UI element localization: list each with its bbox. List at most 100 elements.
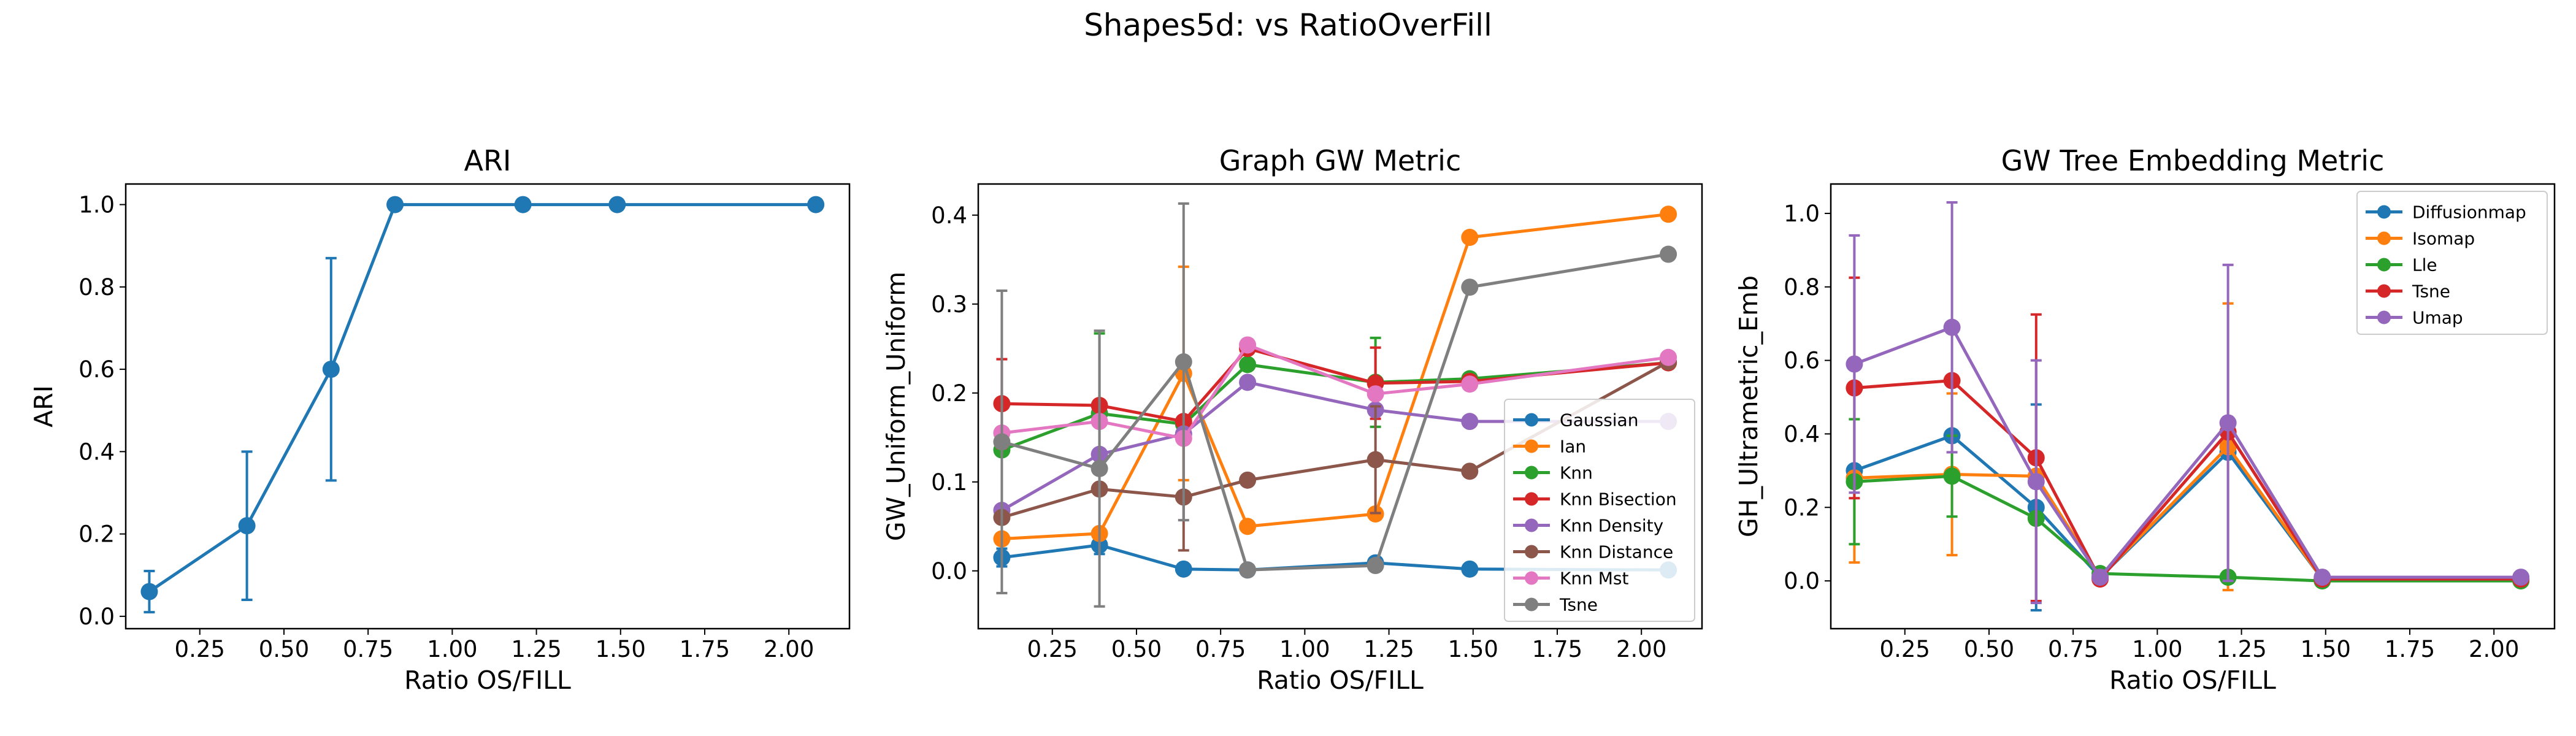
y-axis-label: ARI [29,385,58,427]
y-tick-label: 1.0 [79,192,115,218]
data-point [1091,460,1108,477]
legend: Gaussian Ian Knn Knn Bisection Knn Density Kn… [1504,399,1695,622]
data-point [1461,560,1479,578]
data-point [1175,353,1192,370]
data-point [514,196,532,213]
x-tick-label: 0.75 [343,636,393,662]
legend-label: Knn Bisection [1560,489,1677,510]
y-tick-label: 0.0 [1784,568,1820,594]
legend-item-gaussian: Gaussian [1513,410,1638,431]
legend-item-lle: Lle [2366,255,2437,275]
series-main [140,196,825,614]
legend-marker [2377,205,2391,219]
legend-marker [1525,545,1538,559]
data-point [322,361,340,378]
data-point [238,517,256,535]
y-tick-label: 0.8 [79,274,115,301]
y-axis-label: GW_Uniform_Uniform [881,272,911,541]
data-point [1239,336,1257,354]
legend-label: Umap [2412,308,2463,328]
y-tick-label: 0.0 [79,604,115,630]
legend-label: Knn Density [1560,516,1663,536]
y-tick-label: 0.0 [931,558,967,585]
data-point [2027,473,2045,491]
x-tick-label: 1.50 [596,636,646,662]
data-point [2219,414,2237,432]
x-tick-label: 2.00 [764,636,814,662]
figure-suptitle: Shapes5d: vs RatioOverFill [1084,7,1492,43]
series-lle [1846,418,2530,590]
data-point [1239,356,1257,374]
legend-item-knn-density: Knn Density [1513,516,1663,536]
x-tick-label: 0.50 [259,636,309,662]
data-point [2313,569,2331,586]
data-point [2091,569,2109,586]
y-tick-label: 0.2 [1784,494,1820,521]
legend-item-knn-bisection: Knn Bisection [1513,489,1677,510]
legend-marker [2377,310,2391,324]
legend: Diffusionmap Isomap Lle Tsne Umap [2356,191,2548,335]
data-point [2512,569,2530,586]
legend-item-diffusionmap: Diffusionmap [2366,202,2526,223]
legend-label: Knn Distance [1560,542,1673,562]
legend-item-tsne: Tsne [2366,282,2450,302]
data-point [1461,462,1479,480]
legend-marker [2377,258,2391,272]
x-tick-label: 2.00 [2469,636,2519,662]
data-point [386,196,404,213]
chart-title: GW Tree Embedding Metric [2001,144,2385,177]
plot-frame [977,183,1703,630]
data-point [1239,518,1257,535]
legend-marker [1525,518,1538,532]
legend-marker [1525,413,1538,427]
x-tick-label: 0.25 [1027,636,1078,662]
legend-item-umap: Umap [2366,308,2463,328]
legend-item-ian: Ian [1513,437,1586,457]
x-tick-label: 1.75 [2385,636,2435,662]
y-tick-label: 0.1 [931,469,967,496]
data-point [993,433,1011,451]
x-tick-label: 1.00 [427,636,477,662]
legend-label: Knn Mst [1560,569,1629,589]
y-tick-label: 0.6 [1784,348,1820,374]
x-axis-label: Ratio OS/FILL [2109,665,2276,695]
data-point [807,196,825,213]
legend-label: Isomap [2412,229,2475,249]
x-axis-label: Ratio OS/FILL [404,665,571,695]
legend-marker [2377,231,2391,245]
data-point [1461,375,1479,393]
plot-frame [1830,183,2556,630]
x-tick-label: 1.50 [2301,636,2351,662]
data-point [1367,385,1384,403]
y-tick-label: 0.3 [931,291,967,318]
legend-label: Lle [2412,255,2437,275]
y-tick-label: 0.4 [79,439,115,465]
series-umap [1846,201,2530,605]
legend-item-knn-distance: Knn Distance [1513,542,1673,562]
x-tick-label: 1.25 [1363,636,1414,662]
legend-item-isomap: Isomap [2366,229,2475,249]
plot-frame [125,183,851,630]
y-tick-label: 0.8 [1784,274,1820,301]
x-tick-label: 0.75 [2048,636,2098,662]
x-tick-label: 0.50 [1964,636,2014,662]
legend-marker [1525,597,1538,611]
data-point [1461,278,1479,296]
legend-item-knn-mst: Knn Mst [1513,569,1629,589]
legend-marker [1525,439,1538,453]
x-tick-label: 1.75 [1532,636,1582,662]
data-point [1367,451,1384,469]
chart-title: ARI [464,144,512,177]
series-tsne [993,202,1677,608]
data-point [1239,374,1257,391]
y-tick-label: 0.4 [931,202,967,229]
data-point [1660,245,1677,263]
legend-marker [2377,284,2391,298]
data-point [1367,557,1384,575]
data-point [1660,205,1677,223]
x-tick-label: 0.50 [1111,636,1162,662]
legend-label: Gaussian [1560,410,1638,431]
chart-panel-1: ARI 0.25 0.50 0.75 1.00 1.25 1.50 1.75 2.00 0.0 0.… [29,144,851,695]
